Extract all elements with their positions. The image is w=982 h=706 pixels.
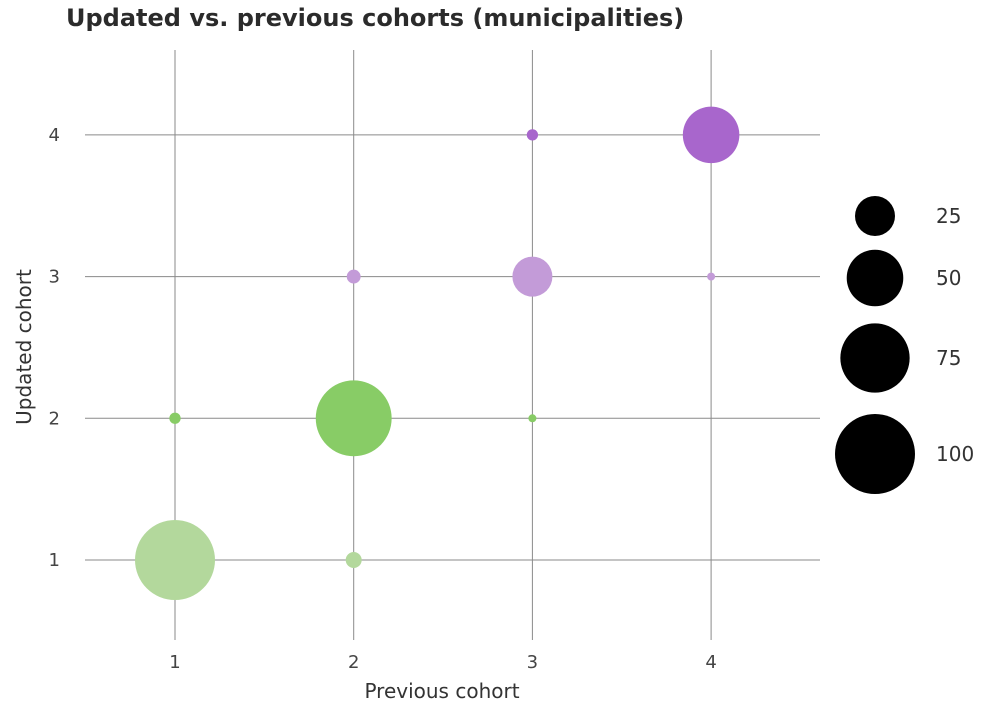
x-axis-title: Previous cohort xyxy=(364,679,519,703)
chart-title: Updated vs. previous cohorts (municipali… xyxy=(66,4,685,32)
data-point-bubble xyxy=(512,256,553,297)
data-point-bubble xyxy=(169,412,181,424)
data-points xyxy=(135,106,740,600)
data-point-bubble xyxy=(345,552,362,568)
legend-size-label: 50 xyxy=(936,266,961,290)
data-point-bubble xyxy=(346,269,361,284)
data-point-bubble xyxy=(707,272,716,281)
y-tick-label: 1 xyxy=(49,550,60,571)
legend-size-swatch xyxy=(840,323,910,393)
legend-size-label: 100 xyxy=(936,442,974,466)
y-tick-label: 3 xyxy=(49,267,60,288)
size-legend: 25 50 75 100 xyxy=(835,196,974,494)
legend-size-label: 75 xyxy=(936,346,961,370)
data-point-bubble xyxy=(526,129,539,141)
y-tick-label: 4 xyxy=(49,125,60,146)
axis-ticks: 1 2 3 4 1 2 3 4 xyxy=(49,125,717,673)
legend-size-swatch xyxy=(835,414,915,494)
data-point-bubble xyxy=(528,414,537,423)
data-point-bubble xyxy=(682,106,740,164)
legend-size-swatch xyxy=(855,196,895,236)
x-tick-label: 4 xyxy=(705,652,716,673)
x-tick-label: 2 xyxy=(348,652,359,673)
y-axis-title: Updated cohort xyxy=(12,269,36,425)
data-point-bubble xyxy=(315,380,392,457)
x-tick-label: 1 xyxy=(169,652,180,673)
legend-size-label: 25 xyxy=(936,204,961,228)
y-tick-label: 2 xyxy=(49,408,60,429)
data-point-bubble xyxy=(135,520,215,600)
legend-size-swatch xyxy=(846,249,904,307)
x-tick-label: 3 xyxy=(527,652,538,673)
